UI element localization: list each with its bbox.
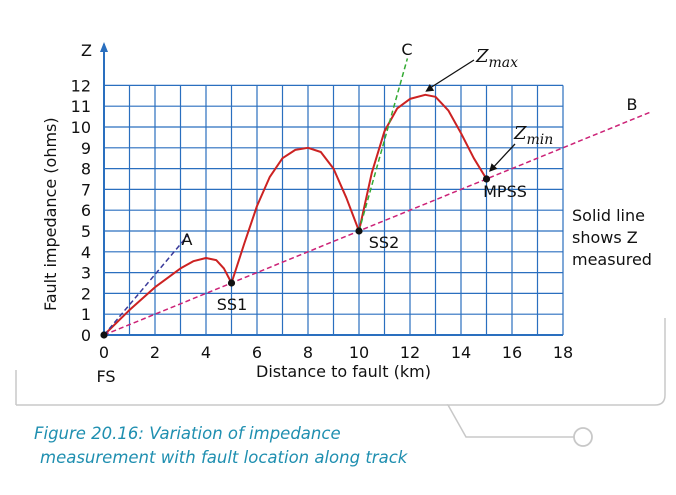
y-axis-symbol: Z [81,41,92,60]
x-axis-label: Distance to fault (km) [256,362,431,381]
x-tick-label: 18 [553,343,573,362]
chart-axes [100,42,563,336]
y-axis-arrow [100,42,108,52]
note-line: shows Z [572,228,638,247]
y-tick-label: 3 [81,264,91,283]
y-tick-label: 1 [81,305,91,324]
zmin-base: Z [513,123,527,144]
zmax-sub: max [489,55,519,71]
figure-frame [15,318,666,447]
marker-mpss [482,175,491,183]
series-label-c: C [401,40,412,59]
frame-right-bracket [446,318,666,438]
marker-label-mpss: MPSS [483,182,527,201]
x-tick-label: 0 [99,343,109,362]
marker-label-ss1: SS1 [217,295,248,314]
y-tick-label: 0 [81,326,91,345]
chart-markers [100,175,491,339]
chart-grid [103,84,564,336]
x-tick-label: 4 [201,343,211,362]
y-tick-label: 6 [81,201,91,220]
x-tick-label: 14 [451,343,471,362]
frame-end-circle [573,427,593,447]
caption-line-2: measurement with fault location along tr… [40,448,408,467]
series-label-b: B [627,95,638,114]
y-tick-label: 10 [71,118,91,137]
y-tick-label: 8 [81,160,91,179]
x-tick-label: 6 [252,343,262,362]
series-line-c [358,58,409,232]
zmin-sub: min [527,132,554,148]
marker-fs [100,331,108,339]
x-tick-label: 16 [502,343,522,362]
zmin-label: Zmin [513,123,553,148]
zmax-arrowhead [425,84,435,92]
x-tick-label: 8 [303,343,313,362]
zmax-label: Zmax [475,46,518,71]
zmin-leader [490,143,516,171]
chart-labels: 0 2 4 6 8 10 12 14 16 180123456789101112Distance … [41,40,652,386]
note-line: Solid line [572,206,645,225]
caption-line-1: Figure 20.16: Variation of impedance [34,424,341,443]
series-line-z-measured [103,93,488,336]
chart-series [103,58,650,336]
marker-label-ss2: SS2 [369,233,400,252]
series-label-a: A [182,230,193,249]
zmax-leader [426,59,475,91]
marker-ss1 [227,279,236,287]
x-tick-label: 2 [150,343,160,362]
zmax-base: Z [475,46,489,67]
y-tick-label: 12 [71,76,91,95]
note-line: measured [572,250,652,269]
y-tick-label: 2 [81,284,91,303]
series-line-a [103,234,189,336]
marker-ss2 [355,227,363,235]
y-tick-label: 9 [81,139,91,158]
figure-caption: Figure 20.16: Variation of impedance mea… [34,422,454,470]
y-tick-label: 7 [81,180,91,199]
zmin-arrowhead [489,163,498,172]
y-tick-label: 5 [81,222,91,241]
y-tick-label: 11 [71,97,91,116]
x-tick-label: 12 [400,343,420,362]
marker-label-fs: FS [96,367,115,386]
x-tick-label: 10 [349,343,369,362]
y-axis-label: Fault impedance (ohms) [41,117,60,311]
y-tick-label: 4 [81,243,91,262]
series-line-b [103,111,650,336]
